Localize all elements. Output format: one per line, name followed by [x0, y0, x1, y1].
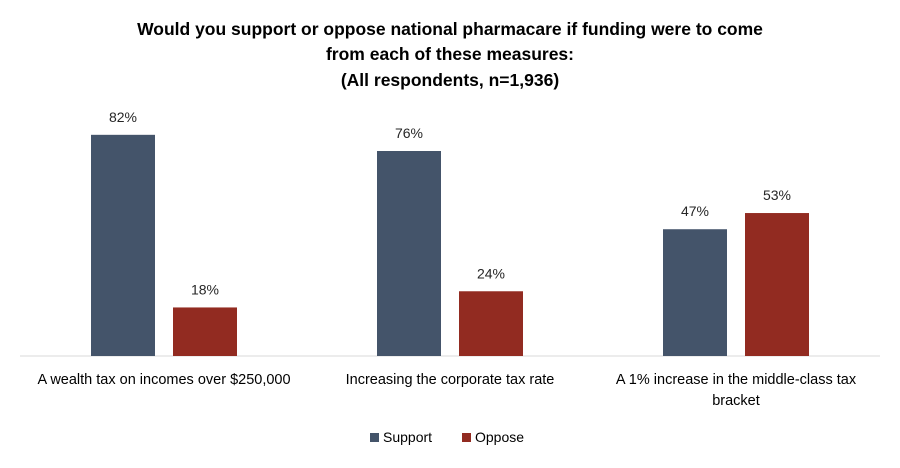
bars [91, 134, 809, 356]
bar-support [91, 134, 155, 356]
data-label-support: 76% [395, 125, 423, 141]
data-label-oppose: 18% [191, 281, 219, 297]
category-label: bracket [712, 393, 760, 409]
data-label-support: 82% [109, 109, 137, 125]
chart-title-line: from each of these measures: [326, 44, 574, 64]
legend-item-support: Support [370, 429, 432, 445]
bar-support [377, 151, 441, 356]
category-label: Increasing the corporate tax rate [346, 372, 555, 388]
data-label-oppose: 53% [763, 187, 791, 203]
bar-oppose [745, 213, 809, 356]
chart-title-line: (All respondents, n=1,936) [341, 70, 559, 90]
bar-oppose [173, 307, 237, 356]
legend-label-support: Support [383, 429, 432, 445]
category-label: A wealth tax on incomes over $250,000 [37, 372, 290, 388]
legend-swatch-support [370, 433, 379, 442]
chart-title-line: Would you support or oppose national pha… [137, 19, 763, 39]
data-label-oppose: 24% [477, 265, 505, 281]
data-labels: 82% 18% 76% 24% 47% 53% [109, 109, 791, 298]
bar-oppose [459, 291, 523, 356]
category-labels: A wealth tax on incomes over $250,000 Inc… [37, 372, 856, 409]
legend-swatch-oppose [462, 433, 471, 442]
legend-item-oppose: Oppose [462, 429, 524, 445]
legend: Support Oppose [370, 429, 524, 445]
legend-label-oppose: Oppose [475, 429, 524, 445]
chart-title: Would you support or oppose national pha… [137, 19, 763, 90]
category-label: A 1% increase in the middle-class tax [616, 372, 857, 388]
data-label-support: 47% [681, 203, 709, 219]
bar-support [663, 229, 727, 356]
